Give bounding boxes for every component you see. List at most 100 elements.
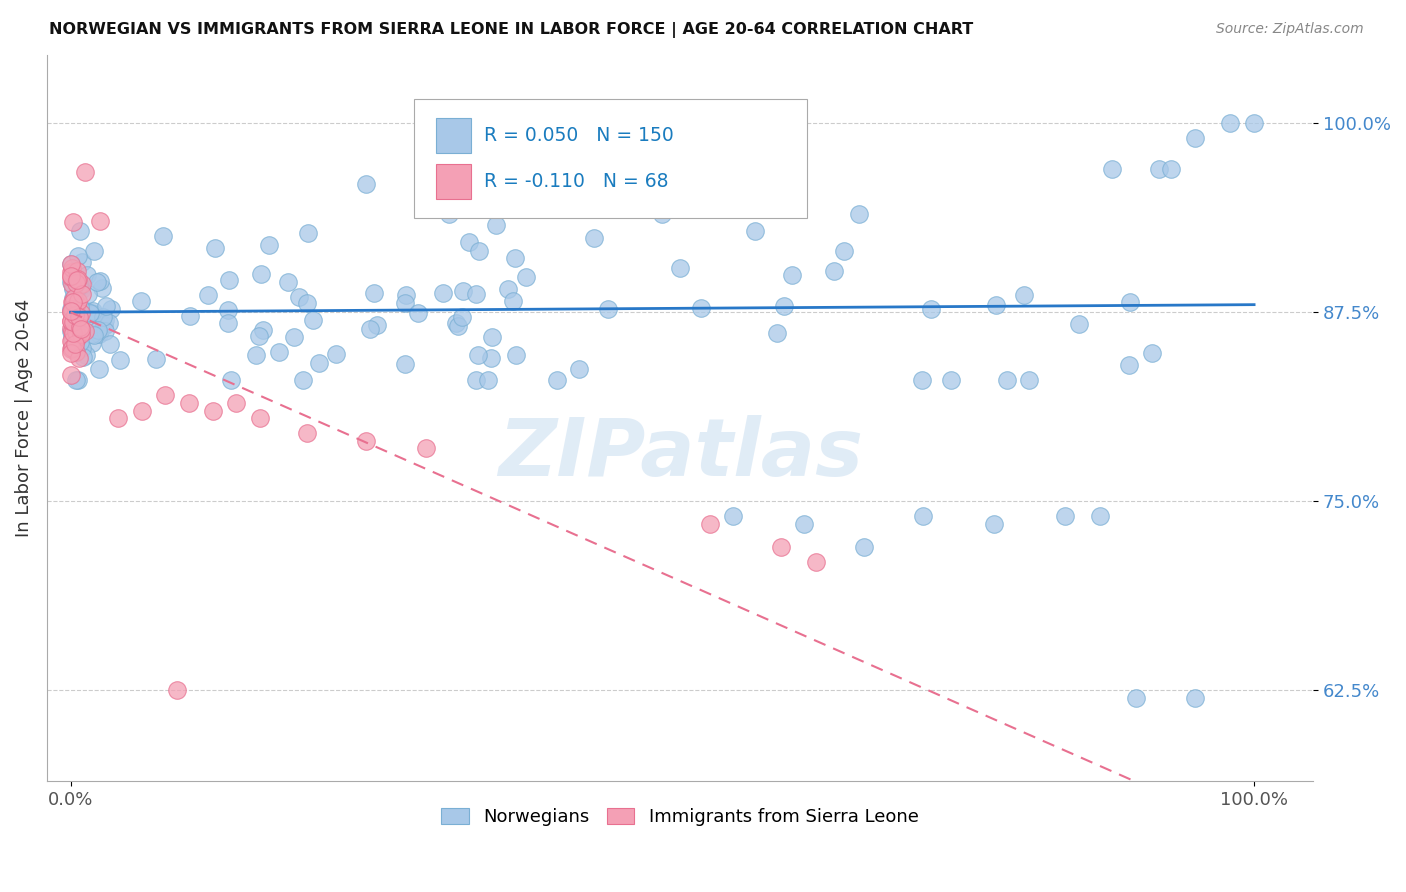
Point: [60, 314, 83, 328]
Point: [941, 373, 963, 387]
Point: [252, 323, 274, 337]
Bar: [436, 119, 471, 153]
Point: [503, 251, 526, 265]
Point: [69, 301, 91, 315]
Point: [75, 348, 97, 362]
Point: [219, 373, 242, 387]
Point: [366, 318, 388, 332]
Point: [408, 306, 430, 320]
Point: [69, 304, 91, 318]
Point: [359, 322, 381, 336]
Point: [288, 289, 311, 303]
Point: [60, 275, 83, 289]
Point: [515, 270, 537, 285]
Point: [699, 516, 721, 531]
Point: [1118, 358, 1140, 372]
Point: [65, 318, 87, 332]
Point: [69, 322, 91, 336]
Point: [70, 306, 93, 320]
Point: [218, 316, 240, 330]
Point: [66, 296, 89, 310]
Point: [59, 314, 82, 328]
Point: [769, 192, 792, 206]
Point: [297, 227, 319, 241]
Point: [66, 342, 89, 356]
Point: [394, 296, 416, 310]
Point: [983, 516, 1005, 531]
Point: [986, 298, 1008, 312]
Point: [1125, 690, 1147, 705]
Point: [201, 403, 224, 417]
Point: [91, 310, 114, 325]
Point: [89, 327, 111, 342]
Point: [485, 218, 508, 232]
Bar: [436, 164, 471, 199]
Point: [292, 373, 315, 387]
Point: [297, 426, 319, 441]
Point: [583, 231, 606, 245]
Point: [62, 280, 84, 294]
Point: [65, 337, 87, 351]
Point: [651, 207, 673, 221]
Point: [82, 326, 104, 341]
Point: [70, 283, 93, 297]
Point: [60, 339, 83, 353]
Point: [100, 301, 122, 316]
Point: [67, 373, 90, 387]
Point: [62, 215, 84, 229]
Text: NORWEGIAN VS IMMIGRANTS FROM SIERRA LEONE IN LABOR FORCE | AGE 20-64 CORRELATION: NORWEGIAN VS IMMIGRANTS FROM SIERRA LEON…: [49, 22, 973, 38]
Point: [59, 305, 82, 319]
Point: [766, 326, 789, 341]
Legend: Norwegians, Immigrants from Sierra Leone: Norwegians, Immigrants from Sierra Leone: [441, 808, 918, 826]
Text: R = 0.050   N = 150: R = 0.050 N = 150: [484, 126, 673, 145]
Point: [87, 323, 110, 337]
Point: [65, 272, 87, 286]
Point: [70, 279, 93, 293]
Point: [479, 351, 502, 366]
Point: [70, 303, 93, 318]
Point: [1012, 288, 1035, 302]
Point: [93, 324, 115, 338]
Point: [66, 264, 89, 278]
Point: [669, 260, 692, 275]
Point: [62, 291, 84, 305]
Point: [823, 264, 845, 278]
Point: [356, 177, 378, 191]
Point: [70, 341, 93, 355]
Point: [70, 327, 93, 342]
Point: [920, 302, 942, 317]
Point: [581, 161, 603, 176]
Point: [1053, 509, 1076, 524]
Point: [89, 214, 111, 228]
Point: [502, 293, 524, 308]
Point: [152, 228, 174, 243]
Point: [225, 396, 247, 410]
Point: [477, 373, 499, 387]
Point: [59, 269, 82, 284]
Point: [80, 336, 103, 351]
Point: [59, 257, 82, 271]
Point: [325, 347, 347, 361]
Point: [496, 281, 519, 295]
Point: [83, 244, 105, 259]
Point: [60, 260, 83, 275]
Point: [67, 278, 90, 293]
Point: [70, 255, 93, 269]
Point: [505, 348, 527, 362]
Point: [62, 295, 84, 310]
Point: [60, 301, 83, 316]
Point: [1119, 295, 1142, 310]
Point: [297, 296, 319, 310]
Point: [250, 268, 273, 282]
Point: [447, 318, 470, 333]
Point: [76, 268, 98, 282]
Point: [458, 235, 481, 249]
Point: [546, 373, 568, 387]
Point: [60, 346, 83, 360]
Point: [249, 329, 271, 343]
Y-axis label: In Labor Force | Age 20-64: In Labor Force | Age 20-64: [15, 299, 32, 537]
Point: [302, 313, 325, 327]
Point: [59, 321, 82, 335]
Point: [63, 299, 86, 313]
Point: [67, 272, 90, 286]
